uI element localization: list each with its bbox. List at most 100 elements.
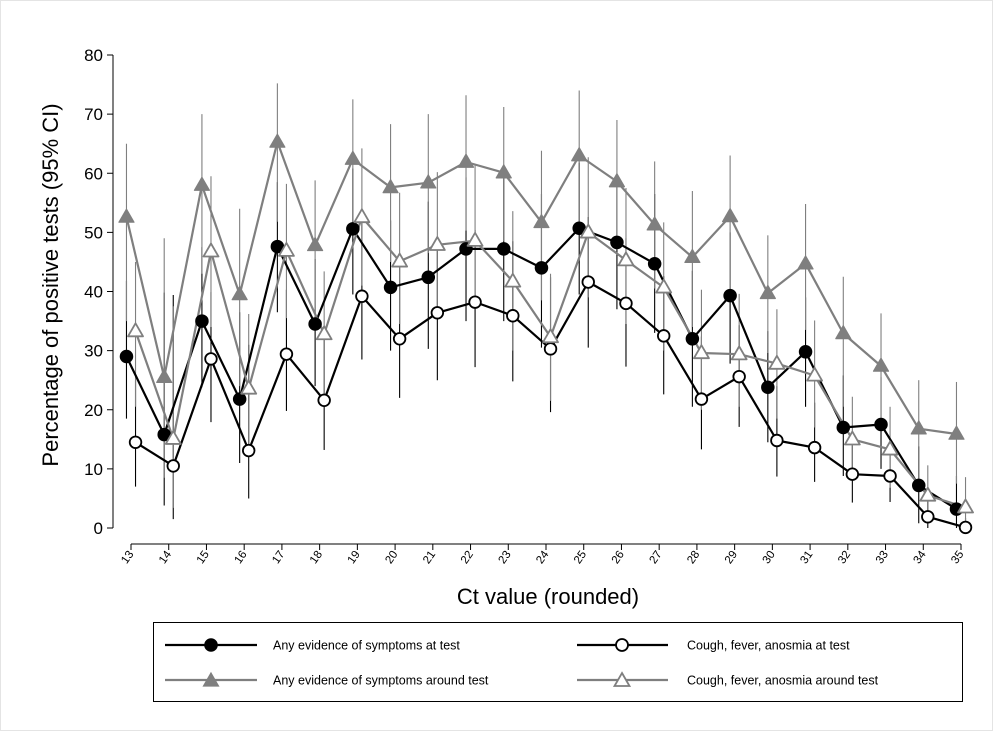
point-any-evidence-of-symptoms-at-test — [119, 349, 134, 364]
point-cough-fever-anosmia-around-test — [843, 430, 861, 446]
point-cough-fever-anosmia-at-test — [619, 296, 633, 311]
legend-item: Cough, fever, anosmia at test — [577, 638, 850, 653]
y-tick-label: 70 — [84, 105, 103, 124]
point-cough-fever-anosmia-around-test — [542, 328, 559, 344]
point-any-evidence-of-symptoms-at-test — [195, 314, 209, 328]
point-any-evidence-of-symptoms-at-test — [534, 261, 549, 275]
y-axis-title: Percentage of positive tests (95% CI) — [38, 103, 63, 466]
point-cough-fever-anosmia-around-test — [806, 366, 824, 382]
point-cough-fever-anosmia-at-test — [468, 295, 482, 309]
legend-marker-open-circle — [615, 638, 629, 652]
point-any-evidence-of-symptoms-around-test — [118, 208, 135, 223]
legend-marker-filled-circle — [204, 638, 218, 652]
y-tick-label: 40 — [84, 283, 103, 302]
legend-label: Any evidence of symptoms around test — [273, 674, 489, 688]
point-any-evidence-of-symptoms-around-test — [156, 368, 173, 384]
point-any-evidence-of-symptoms-at-test — [911, 478, 926, 493]
point-cough-fever-anosmia-at-test — [883, 469, 897, 483]
y-axis: 0 10 20 30 40 50 60 70 80 — [84, 46, 114, 538]
point-any-evidence-of-symptoms-at-test — [723, 288, 737, 303]
x-axis-title: Ct value (rounded) — [457, 584, 639, 609]
point-any-evidence-of-symptoms-at-test — [421, 270, 436, 285]
point-cough-fever-anosmia-at-test — [732, 369, 746, 384]
point-cough-fever-anosmia-at-test — [958, 520, 973, 535]
legend-item: Any evidence of symptoms around test — [165, 671, 489, 688]
point-cough-fever-anosmia-at-test — [430, 306, 445, 320]
point-cough-fever-anosmia-around-test — [693, 344, 710, 360]
point-any-evidence-of-symptoms-at-test — [685, 332, 700, 346]
point-cough-fever-anosmia-at-test — [921, 510, 935, 524]
point-cough-fever-anosmia-at-test — [166, 459, 180, 473]
point-any-evidence-of-symptoms-around-test — [759, 284, 776, 300]
point-any-evidence-of-symptoms-around-test — [646, 216, 663, 231]
point-any-evidence-of-symptoms-around-test — [231, 286, 248, 301]
point-cough-fever-anosmia-at-test — [317, 393, 331, 407]
point-any-evidence-of-symptoms-around-test — [684, 248, 701, 264]
legend-item: Any evidence of symptoms at test — [165, 638, 460, 653]
point-any-evidence-of-symptoms-around-test — [344, 150, 361, 165]
point-any-evidence-of-symptoms-around-test — [269, 133, 286, 148]
point-cough-fever-anosmia-around-test — [881, 440, 899, 456]
point-cough-fever-anosmia-around-test — [353, 208, 371, 224]
point-cough-fever-anosmia-around-test — [655, 278, 673, 294]
point-any-evidence-of-symptoms-around-test — [533, 213, 550, 229]
legend: Any evidence of symptoms at test Cough, … — [153, 622, 963, 702]
point-cough-fever-anosmia-at-test — [581, 275, 595, 289]
point-any-evidence-of-symptoms-at-test — [383, 280, 398, 295]
point-cough-fever-anosmia-at-test — [543, 342, 558, 356]
point-any-evidence-of-symptoms-at-test — [874, 417, 888, 432]
point-cough-fever-anosmia-around-test — [730, 345, 748, 361]
point-cough-fever-anosmia-around-test — [957, 498, 974, 514]
point-any-evidence-of-symptoms-at-test — [610, 235, 624, 250]
y-tick-label: 0 — [94, 519, 103, 538]
point-any-evidence-of-symptoms-at-test — [308, 317, 322, 331]
point-cough-fever-anosmia-at-test — [355, 289, 369, 303]
point-any-evidence-of-symptoms-around-test — [722, 208, 739, 223]
point-cough-fever-anosmia-around-test — [579, 223, 597, 239]
point-cough-fever-anosmia-around-test — [278, 242, 295, 257]
point-cough-fever-anosmia-at-test — [128, 435, 143, 449]
point-cough-fever-anosmia-around-test — [466, 231, 484, 247]
point-any-evidence-of-symptoms-around-test — [420, 174, 437, 189]
point-any-evidence-of-symptoms-at-test — [496, 242, 511, 256]
point-cough-fever-anosmia-around-test — [919, 486, 937, 502]
point-cough-fever-anosmia-at-test — [506, 309, 520, 323]
point-cough-fever-anosmia-around-test — [617, 251, 635, 267]
point-any-evidence-of-symptoms-around-test — [571, 147, 588, 162]
point-cough-fever-anosmia-around-test — [428, 236, 446, 251]
point-cough-fever-anosmia-around-test — [164, 430, 182, 445]
point-any-evidence-of-symptoms-at-test — [346, 222, 360, 236]
y-tick-label: 10 — [84, 460, 103, 479]
point-cough-fever-anosmia-at-test — [807, 440, 822, 455]
legend-marker-filled-triangle — [202, 671, 220, 687]
legend-box — [153, 622, 963, 702]
y-tick-label: 80 — [84, 46, 103, 65]
legend-label: Any evidence of symptoms at test — [273, 639, 460, 653]
point-cough-fever-anosmia-at-test — [845, 467, 860, 481]
point-any-evidence-of-symptoms-around-test — [835, 325, 852, 340]
point-cough-fever-anosmia-at-test — [279, 347, 294, 361]
point-cough-fever-anosmia-at-test — [770, 433, 784, 448]
legend-label: Cough, fever, anosmia at test — [687, 639, 850, 653]
point-any-evidence-of-symptoms-at-test — [798, 345, 813, 359]
point-any-evidence-of-symptoms-at-test — [232, 392, 247, 406]
legend-label: Cough, fever, anosmia around test — [687, 674, 879, 688]
legend-marker-open-triangle — [612, 671, 632, 687]
point-any-evidence-of-symptoms-around-test — [608, 173, 626, 188]
point-cough-fever-anosmia-around-test — [391, 252, 409, 268]
point-any-evidence-of-symptoms-around-test — [495, 164, 512, 179]
legend-item: Cough, fever, anosmia around test — [577, 671, 879, 688]
point-any-evidence-of-symptoms-around-test — [382, 179, 399, 194]
point-cough-fever-anosmia-around-test — [240, 379, 258, 395]
y-tick-label: 20 — [84, 401, 103, 420]
point-any-evidence-of-symptoms-around-test — [797, 255, 814, 270]
point-cough-fever-anosmia-around-test — [202, 242, 220, 258]
point-cough-fever-anosmia-at-test — [657, 329, 671, 343]
point-any-evidence-of-symptoms-around-test — [307, 236, 324, 252]
point-any-evidence-of-symptoms-around-test — [948, 425, 965, 440]
point-any-evidence-of-symptoms-around-test — [910, 420, 927, 435]
point-cough-fever-anosmia-at-test — [392, 332, 407, 346]
point-any-evidence-of-symptoms-around-test — [872, 357, 890, 372]
point-cough-fever-anosmia-around-test — [768, 354, 786, 370]
